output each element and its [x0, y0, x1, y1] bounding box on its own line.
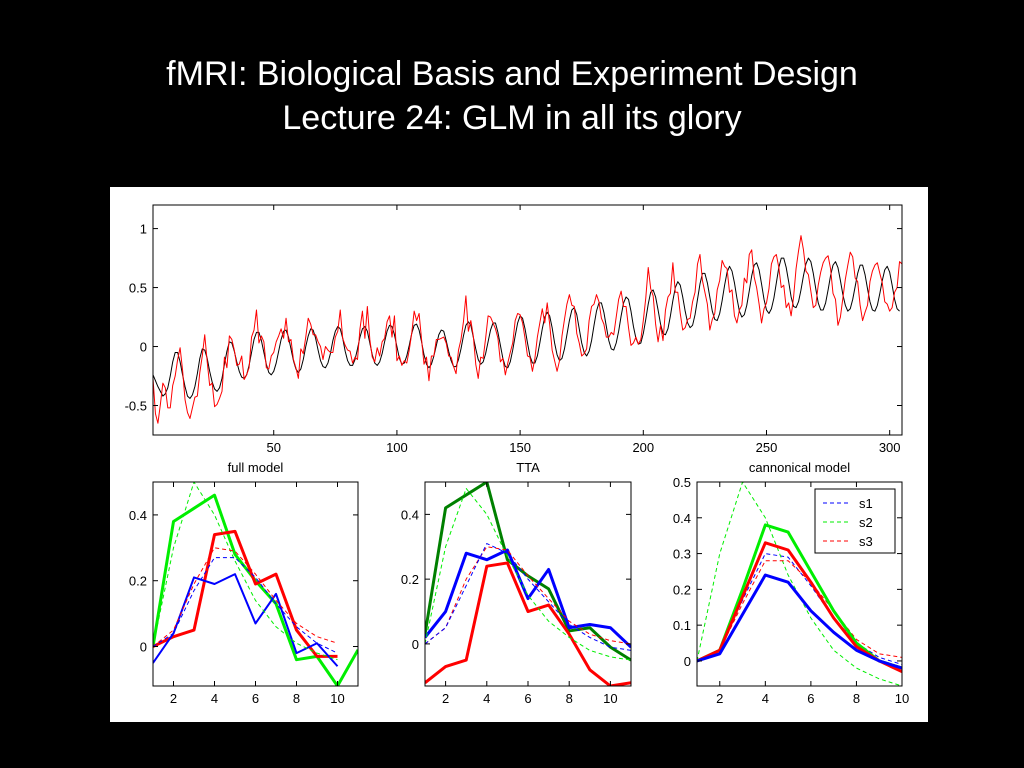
chart-3-x-tick-label: 2 [442, 691, 449, 706]
chart-4-x-tick-label: 6 [807, 691, 814, 706]
chart-1-x-tick-label: 300 [879, 440, 901, 455]
chart-2-y-tick-label: 0 [140, 640, 147, 655]
chart-4-legend-box [814, 488, 896, 554]
chart-2-series-4-line [153, 482, 338, 661]
chart-3-x-tick-label: 10 [603, 691, 617, 706]
chart-4-y-tick-label: 0.3 [673, 547, 691, 562]
chart-2-x-tick-label: 4 [211, 691, 218, 706]
chart-2-x-tick-label: 10 [330, 691, 344, 706]
chart-1-y-tick-label: 0 [140, 340, 147, 355]
chart-1-y-tick-label: 1 [140, 222, 147, 237]
title-line-1: fMRI: Biological Basis and Experiment De… [166, 55, 858, 93]
chart-4-x-tick-label: 2 [716, 691, 723, 706]
chart-1-y-tick-label: -0.5 [125, 399, 147, 414]
chart-4-y-tick-label: 0.2 [673, 582, 691, 597]
chart-3-series-3-line [425, 561, 631, 686]
figure-panel: 50 100 150 200 250 300 -0.5 0 0.5 1 2 4 6 8 10 0 0.2 0.4 f… [110, 187, 928, 722]
chart-2-x-tick-label: 6 [252, 691, 259, 706]
chart-4-y-tick-label: 0.1 [673, 618, 691, 633]
chart-1-x-tick-label: 50 [266, 440, 280, 455]
chart-2-series-5-line [153, 547, 338, 647]
chart-1-x-tick-label: 100 [386, 440, 408, 455]
chart-4-legend-label-s1: s1 [859, 496, 873, 511]
slide-title: fMRI: Biological Basis and Experiment De… [0, 52, 1024, 140]
chart-4-y-tick-label: 0.4 [673, 511, 691, 526]
chart-2-y-tick-label: 0.2 [129, 574, 147, 589]
chart-2-x-tick-label: 2 [170, 691, 177, 706]
chart-1-series-1-line [153, 257, 900, 399]
chart-4-series-5-line [697, 541, 902, 674]
chart-4-series-2-line [697, 482, 902, 686]
chart-1-x-tick-label: 200 [632, 440, 654, 455]
chart-4-y-tick-label: 0 [684, 654, 691, 669]
chart-1-y-tick-label: 0.5 [129, 281, 147, 296]
chart-2-series-2-line [153, 529, 338, 658]
chart-3-x-tick-label: 6 [524, 691, 531, 706]
chart-3-y-tick-label: 0.4 [401, 507, 419, 522]
chart-1-x-tick-label: 250 [756, 440, 778, 455]
chart-3-x-tick-label: 4 [483, 691, 490, 706]
chart-3-y-tick-label: 0.2 [401, 572, 419, 587]
chart-4-x-tick-label: 4 [762, 691, 769, 706]
chart-4-axes-frame [696, 481, 903, 687]
chart-4-series-3-line [697, 560, 902, 662]
chart-4-title: cannonical model [749, 460, 850, 475]
chart-4-x-tick-label: 10 [895, 691, 909, 706]
chart-4-series-1-line [697, 553, 902, 666]
chart-1-axes-frame [152, 204, 903, 436]
figure-canvas: 50 100 150 200 250 300-0.500.512 4 6 8 1000.20.4f… [125, 204, 909, 706]
chart-3-series-5-line [425, 546, 631, 645]
chart-3-series-6-line [425, 543, 631, 651]
chart-3-title: TTA [516, 460, 540, 475]
chart-3-series-2-line [425, 548, 631, 649]
chart-4-series-6-line [697, 573, 902, 670]
chart-1-series-2-line [153, 235, 902, 424]
chart-2-y-tick-label: 0.4 [129, 508, 147, 523]
chart-2-title: full model [228, 460, 284, 475]
chart-4-legend-label-s2: s2 [859, 515, 873, 530]
chart-2-x-tick-label: 8 [293, 691, 300, 706]
chart-4-legend-label-s3: s3 [859, 534, 873, 549]
chart-2-series-3-line [153, 573, 339, 667]
title-line-2: Lecture 24: GLM in all its glory [282, 99, 742, 137]
chart-4-y-tick-label: 0.5 [673, 475, 691, 490]
chart-3-series-4-line [425, 487, 631, 661]
chart-3-series-1-line [425, 482, 631, 662]
chart-1-x-tick-label: 150 [509, 440, 531, 455]
chart-3-x-tick-label: 8 [566, 691, 573, 706]
chart-2-series-6-line [153, 557, 338, 654]
chart-4-x-tick-label: 8 [853, 691, 860, 706]
chart-3-y-tick-label: 0 [412, 637, 419, 652]
